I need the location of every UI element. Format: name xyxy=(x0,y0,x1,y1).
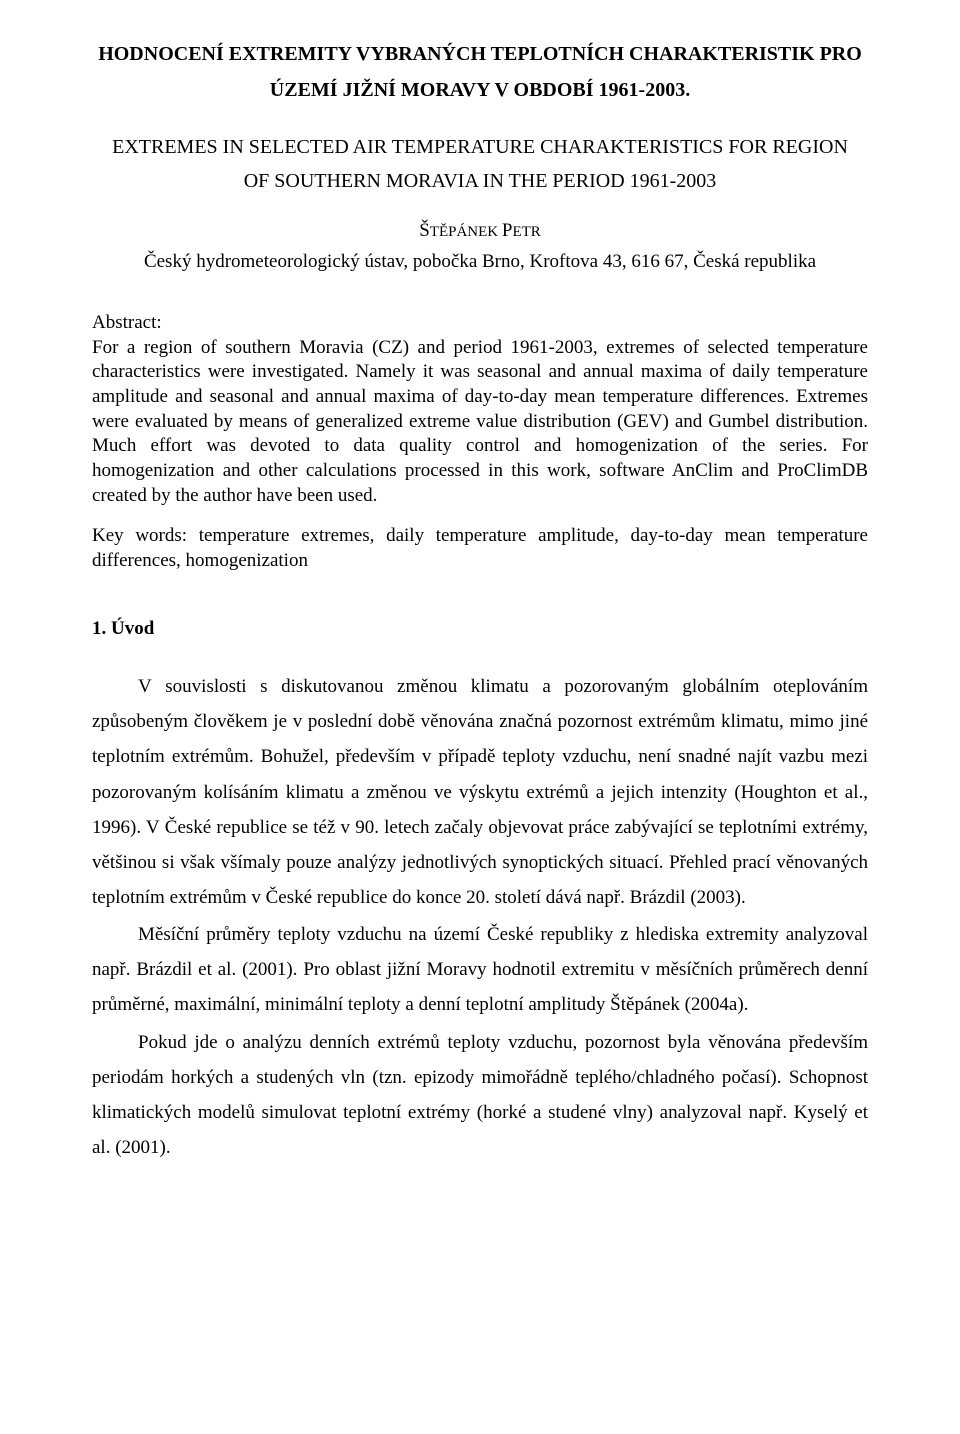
keywords-label: Key words: xyxy=(92,525,199,546)
para-3: Pokud jde o analýzu denních extrémů tepl… xyxy=(92,1025,868,1166)
author-surname-cap: Š xyxy=(419,220,430,241)
keywords-block: Key words: temperature extremes, daily t… xyxy=(92,524,868,573)
title-en-line2: OF SOUTHERN MORAVIA IN THE PERIOD 1961-2… xyxy=(92,164,868,198)
title-en: EXTREMES IN SELECTED AIR TEMPERATURE CHA… xyxy=(92,130,868,198)
author-first-cap: P xyxy=(502,220,513,241)
title-en-line1: EXTREMES IN SELECTED AIR TEMPERATURE CHA… xyxy=(92,130,868,164)
abstract-label: Abstract: xyxy=(92,312,162,333)
title-cz: HODNOCENÍ EXTREMITY VYBRANÝCH TEPLOTNÍCH… xyxy=(92,36,868,108)
section-1-heading: 1. Úvod xyxy=(92,614,868,643)
page: HODNOCENÍ EXTREMITY VYBRANÝCH TEPLOTNÍCH… xyxy=(0,0,960,1434)
para-1: V souvislosti s diskutovanou změnou klim… xyxy=(92,669,868,915)
author-surname-rest: TĚPÁNEK xyxy=(430,224,502,240)
abstract-block: Abstract: For a region of southern Morav… xyxy=(92,311,868,509)
author-first-rest: ETR xyxy=(512,224,540,240)
affiliation: Český hydrometeorologický ústav, pobočka… xyxy=(92,247,868,276)
title-cz-line2: ÚZEMÍ JIŽNÍ MORAVY V OBDOBÍ 1961-2003. xyxy=(92,72,868,108)
author: ŠTĚPÁNEK PETR xyxy=(92,216,868,245)
para-2: Měsíční průměry teploty vzduchu na území… xyxy=(92,917,868,1022)
keywords-text: temperature extremes, daily temperature … xyxy=(92,525,868,571)
abstract-text: For a region of southern Moravia (CZ) an… xyxy=(92,337,868,506)
title-cz-line1: HODNOCENÍ EXTREMITY VYBRANÝCH TEPLOTNÍCH… xyxy=(92,36,868,72)
